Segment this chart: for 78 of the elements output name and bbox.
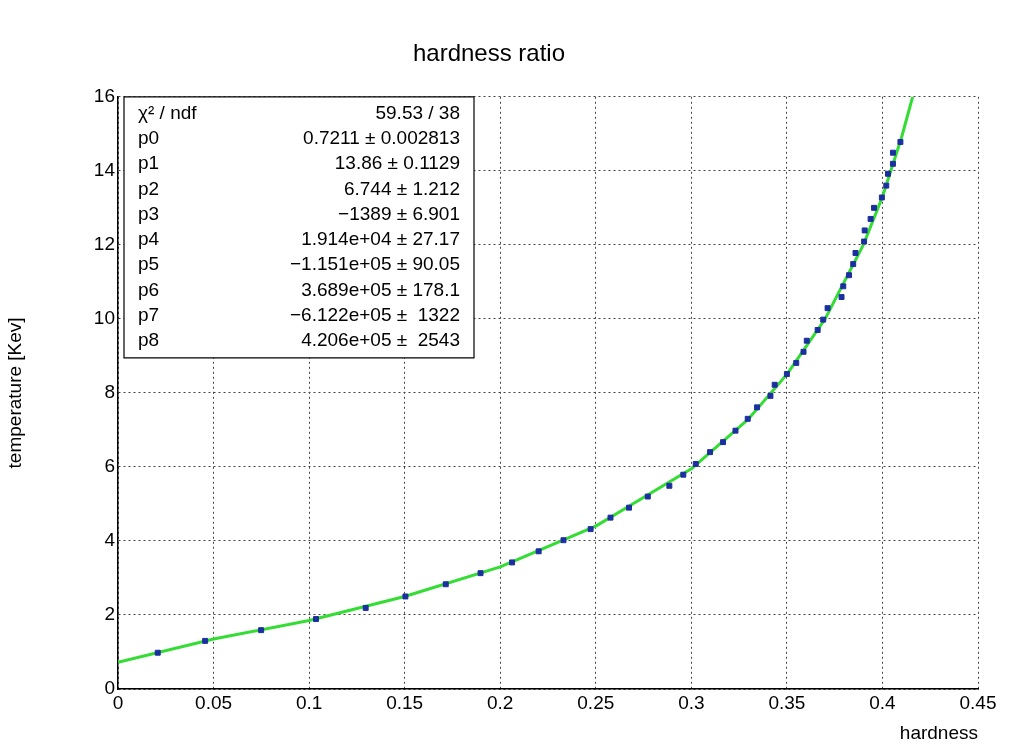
point: [814, 327, 821, 333]
point: [803, 337, 810, 344]
point: [732, 427, 739, 434]
point: [850, 261, 857, 268]
x-tick-label: 0.1: [295, 691, 323, 713]
point: [861, 238, 868, 245]
point: [897, 138, 904, 145]
point: [692, 460, 699, 467]
point: [838, 294, 845, 301]
text: p1 13.86 ± 0.1129: [138, 152, 460, 174]
y-tick-label: 0: [104, 677, 115, 699]
text: χ² / ndf 59.53 / 38: [138, 101, 460, 123]
point: [626, 504, 633, 511]
x-tick-label: 0.45: [959, 691, 997, 713]
point: [313, 616, 319, 623]
point: [861, 227, 868, 234]
point: [889, 149, 896, 156]
y-tick-label: 6: [104, 455, 115, 477]
y-tick-label: 14: [93, 159, 116, 181]
point: [783, 371, 790, 377]
point: [560, 537, 567, 544]
x-tick-label: 0.4: [869, 691, 897, 713]
point: [154, 649, 161, 656]
point: [800, 348, 807, 355]
point: [871, 204, 878, 211]
point: [846, 272, 852, 279]
point: [889, 160, 896, 167]
point: [644, 493, 651, 500]
text: p7 −6.122e+05 ± 1322: [138, 304, 460, 326]
y-tick-label: 8: [104, 381, 115, 403]
point: [883, 182, 890, 189]
point: [258, 627, 265, 634]
point: [707, 449, 714, 456]
text: p2 6.744 ± 1.212: [138, 177, 460, 199]
x-tick-label: 0.25: [577, 691, 615, 713]
y-tick-label: 4: [104, 529, 116, 551]
y-axis-title: temperature [Kev]: [3, 317, 25, 469]
point: [202, 637, 209, 644]
point: [824, 305, 831, 312]
y-tick-label: 2: [104, 603, 115, 625]
point: [587, 526, 594, 533]
text: p6 3.689e+05 ± 178.1: [138, 278, 460, 300]
point: [867, 215, 874, 222]
point: [666, 482, 673, 489]
point: [878, 194, 885, 201]
text: p4 1.914e+04 ± 27.17: [138, 228, 460, 250]
point: [820, 316, 827, 323]
point: [885, 170, 891, 177]
x-tick-label: 0.05: [195, 691, 233, 713]
point: [767, 392, 774, 399]
point: [840, 283, 847, 290]
point: [442, 581, 449, 588]
x-tick-label: 0.15: [386, 691, 424, 713]
point: [535, 548, 542, 555]
text: p5 −1.151e+05 ± 90.05: [138, 253, 460, 275]
x-tick-label: 0.2: [487, 691, 514, 713]
text: p8 4.206e+05 ± 2543: [138, 329, 460, 351]
point: [754, 404, 761, 411]
y-tick-label: 16: [93, 85, 115, 107]
point: [771, 381, 778, 388]
point: [744, 415, 751, 422]
text: p0 0.7211 ± 0.002813: [138, 126, 460, 148]
point: [680, 471, 687, 478]
point: [362, 604, 369, 611]
y-tick-label: 12: [93, 233, 115, 255]
x-tick-label: 0.35: [768, 691, 806, 713]
point: [477, 570, 484, 577]
chart-title: hardness ratio: [412, 39, 566, 67]
point: [720, 439, 727, 446]
point: [852, 250, 859, 256]
point: [509, 559, 516, 566]
point: [607, 514, 614, 521]
y-tick-label: 10: [93, 307, 115, 329]
text: p3 −1389 ± 6.901: [138, 202, 460, 224]
point: [793, 359, 800, 366]
point: [402, 593, 409, 600]
x-tick-label: 0.3: [678, 691, 705, 713]
x-axis-title: hardness: [899, 721, 978, 743]
